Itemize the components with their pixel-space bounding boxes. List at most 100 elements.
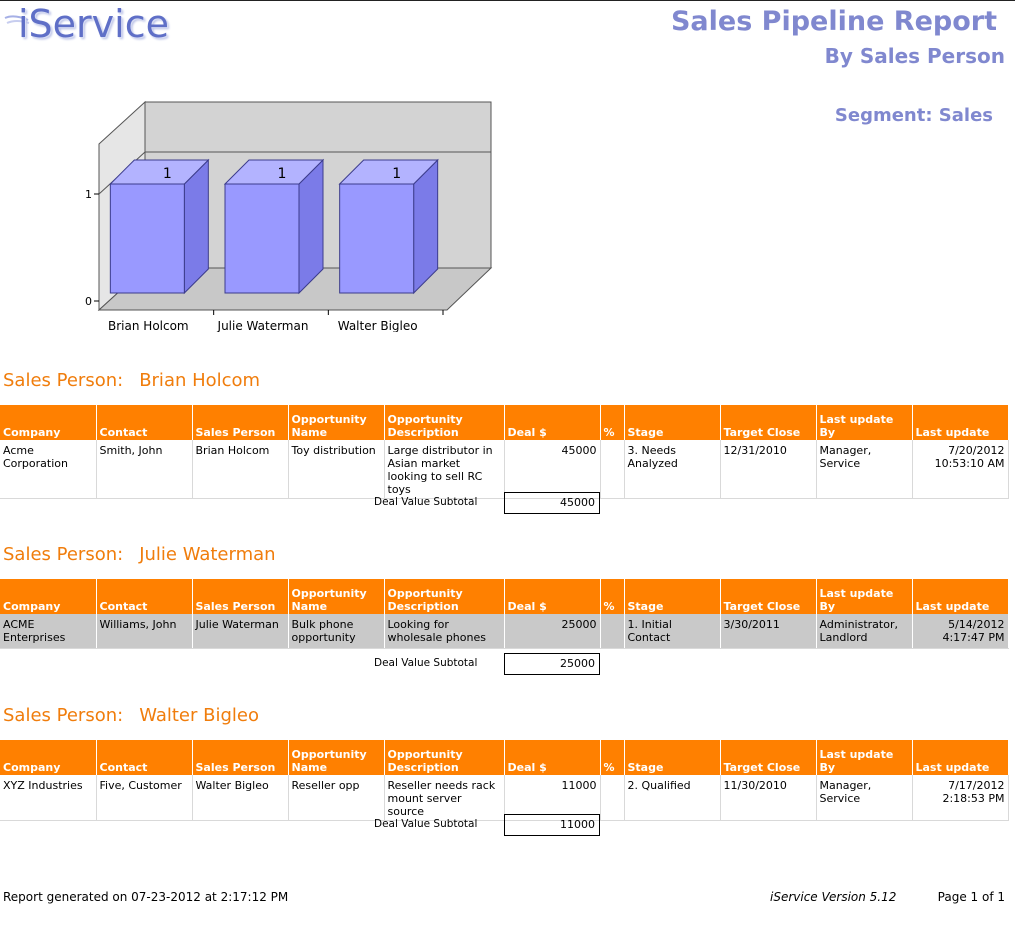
cell-stage: 1. Initial Contact	[624, 614, 721, 649]
cell-percent	[600, 775, 625, 821]
cell-stage: 2. Qualified	[624, 775, 721, 821]
group-heading-label: Sales Person:	[3, 705, 124, 726]
col-stage: Stage	[624, 405, 721, 440]
subtotal-label: Deal Value Subtotal	[374, 496, 478, 508]
group-heading-name: Walter Bigleo	[139, 705, 259, 726]
col-opportunity-description: Opportunity Description	[384, 579, 505, 614]
col-deal: Deal $	[504, 579, 601, 614]
cell-target-close: 11/30/2010	[720, 775, 817, 821]
col-company: Company	[0, 740, 97, 775]
bar-data-label: 1	[163, 166, 172, 182]
col-target-close: Target Close	[720, 740, 817, 775]
col-deal: Deal $	[504, 740, 601, 775]
cell-opportunity-description: Large distributor in Asian market lookin…	[384, 440, 505, 499]
col-contact: Contact	[96, 579, 193, 614]
cell-last-update-by: Manager, Service	[816, 440, 913, 499]
cell-last-update-by: Administrator, Landlord	[816, 614, 913, 649]
col-opportunity-description: Opportunity Description	[384, 740, 505, 775]
bar	[109, 183, 185, 294]
last-update-date: 5/14/2012	[948, 618, 1005, 631]
top-border	[0, 0, 1015, 1]
col-opportunity-name: Opportunity Name	[288, 405, 385, 440]
col-company: Company	[0, 405, 97, 440]
col-percent: %	[600, 405, 625, 440]
subtotal-amount: 25000	[560, 657, 595, 670]
group-heading-name: Julie Waterman	[139, 544, 276, 565]
col-opportunity-name: Opportunity Name	[288, 740, 385, 775]
report-title: Sales Pipeline Report	[670, 6, 997, 37]
cell-percent	[600, 440, 625, 499]
table-row: XYZ Industries Five, Customer Walter Big…	[0, 775, 1009, 821]
group-heading-label: Sales Person:	[3, 544, 124, 565]
bar-data-label: 1	[392, 166, 401, 182]
col-target-close: Target Close	[720, 579, 817, 614]
col-company: Company	[0, 579, 97, 614]
report-segment: Segment: Sales	[834, 105, 993, 126]
col-deal: Deal $	[504, 405, 601, 440]
cell-opportunity-name: Toy distribution	[288, 440, 385, 499]
cell-company: Acme Corporation	[0, 440, 97, 499]
col-percent: %	[600, 740, 625, 775]
table-header-row: Company Contact Sales Person Opportunity…	[0, 405, 1009, 440]
cell-company: ACME Enterprises	[0, 614, 97, 649]
cell-last-update-by: Manager, Service	[816, 775, 913, 821]
col-contact: Contact	[96, 405, 193, 440]
sales-person-bar-chart: 0 1 1 Brian Holcom 1 Julie Waterman 1 Walter Bi…	[85, 100, 493, 332]
cell-opportunity-name: Reseller opp	[288, 775, 385, 821]
cell-contact: Five, Customer	[96, 775, 193, 821]
cell-stage: 3. Needs Analyzed	[624, 440, 721, 499]
cell-opportunity-name: Bulk phone opportunity	[288, 614, 385, 649]
col-opportunity-description: Opportunity Description	[384, 405, 505, 440]
table-row: ACME Enterprises Williams, John Julie Wa…	[0, 614, 1009, 649]
col-target-close: Target Close	[720, 405, 817, 440]
col-opportunity-name: Opportunity Name	[288, 579, 385, 614]
cell-opportunity-description: Looking for wholesale phones	[384, 614, 505, 649]
report-generated-text: Report generated on 07-23-2012 at 2:17:1…	[3, 890, 289, 904]
cell-target-close: 12/31/2010	[720, 440, 817, 499]
col-sales-person: Sales Person	[192, 740, 289, 775]
bar	[224, 183, 300, 294]
last-update-date: 7/20/2012	[948, 444, 1005, 457]
cell-sales-person: Brian Holcom	[192, 440, 289, 499]
x-tick-label: Julie Waterman	[217, 319, 309, 332]
cell-last-update: 7/17/2012 2:18:53 PM	[912, 775, 1009, 821]
subtotal-value: 25000	[504, 653, 600, 675]
cell-last-update: 5/14/2012 4:17:47 PM	[912, 614, 1009, 649]
page-number: Page 1 of 1	[937, 890, 1005, 904]
group-heading: Sales Person: Julie Waterman	[3, 544, 276, 565]
col-sales-person: Sales Person	[192, 579, 289, 614]
col-last-update-by: Last update By	[816, 740, 913, 775]
group-heading-name: Brian Holcom	[139, 370, 261, 391]
col-last-update-by: Last update By	[816, 405, 913, 440]
opportunity-table: Company Contact Sales Person Opportunity…	[0, 579, 1009, 649]
last-update-date: 7/17/2012	[948, 779, 1005, 792]
col-stage: Stage	[624, 579, 721, 614]
col-stage: Stage	[624, 740, 721, 775]
col-last-update: Last update	[912, 579, 1009, 614]
bar	[339, 183, 415, 294]
col-contact: Contact	[96, 740, 193, 775]
table-header-row: Company Contact Sales Person Opportunity…	[0, 579, 1009, 614]
subtotal-label: Deal Value Subtotal	[374, 657, 478, 669]
subtotal-value: 11000	[504, 814, 600, 836]
cell-deal: 45000	[504, 440, 601, 499]
x-tick-label: Brian Holcom	[108, 319, 189, 332]
col-sales-person: Sales Person	[192, 405, 289, 440]
bar-data-label: 1	[278, 166, 287, 182]
cell-sales-person: Julie Waterman	[192, 614, 289, 649]
subtotal-label: Deal Value Subtotal	[374, 818, 478, 830]
group-heading: Sales Person: Brian Holcom	[3, 370, 260, 391]
last-update-time: 4:17:47 PM	[942, 631, 1005, 644]
x-tick-label: Walter Bigleo	[338, 319, 418, 332]
col-percent: %	[600, 579, 625, 614]
col-last-update: Last update	[912, 740, 1009, 775]
table-header-row: Company Contact Sales Person Opportunity…	[0, 740, 1009, 775]
subtotal-amount: 11000	[560, 818, 595, 831]
cell-sales-person: Walter Bigleo	[192, 775, 289, 821]
cell-last-update: 7/20/2012 10:53:10 AM	[912, 440, 1009, 499]
logo-swoosh-icon	[4, 15, 30, 24]
logo: iService	[18, 2, 169, 46]
y-tick-label: 0	[85, 295, 92, 308]
cell-opportunity-description: Reseller needs rack mount server source	[384, 775, 505, 821]
table-row: Acme Corporation Smith, John Brian Holco…	[0, 440, 1009, 499]
